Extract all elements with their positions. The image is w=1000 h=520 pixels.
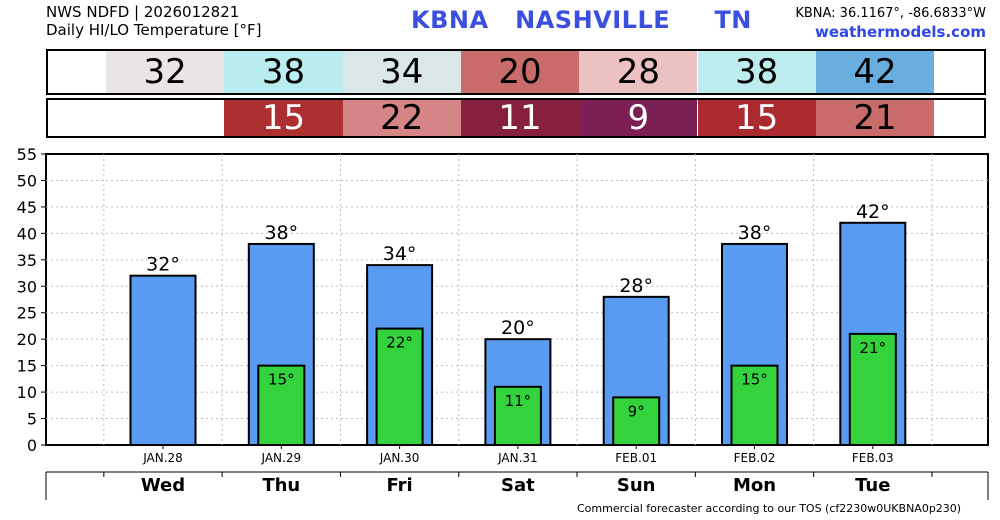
hi-value-cell: 34 — [342, 51, 461, 93]
hi-bar — [129, 274, 197, 447]
model-run-label: NWS NDFD | 2026012821 — [46, 3, 240, 21]
station-state: TN — [714, 6, 752, 34]
hi-bar-label: 32° — [146, 254, 180, 276]
x-weekday-label: Fri — [386, 475, 412, 496]
lo-temperature-strip: 15 22 11 9 15 21 — [46, 98, 986, 138]
x-date-label: JAN.28 — [142, 451, 183, 465]
lo-bar-label: 11° — [505, 392, 532, 410]
site-link[interactable]: weathermodels.com — [814, 23, 986, 41]
lo-bar — [848, 332, 897, 446]
lo-value-cell: 21 — [815, 100, 935, 136]
hi-bar-label: 34° — [383, 243, 417, 265]
x-date-label: FEB.03 — [852, 451, 894, 465]
lo-value-cell: 15 — [697, 100, 816, 136]
y-tick-label: 50 — [17, 171, 37, 190]
lo-value-cell: 22 — [342, 100, 461, 136]
hi-bar-label: 38° — [738, 222, 772, 244]
x-date-label: JAN.31 — [497, 451, 538, 465]
lo-bar — [493, 385, 542, 446]
lo-bar-label: 22° — [386, 334, 413, 352]
y-tick-label: 0 — [27, 436, 37, 455]
hi-value-cell: 28 — [579, 51, 698, 93]
lo-bar-label: 15° — [268, 371, 295, 389]
lo-bar — [375, 327, 424, 447]
lo-value-cell: 15 — [224, 100, 343, 136]
hi-value-cell: 20 — [460, 51, 580, 93]
hi-value-cell: 38 — [224, 51, 343, 93]
hi-value-cell: 42 — [815, 51, 935, 93]
hi-temperature-strip: 32 38 34 20 28 38 42 — [46, 49, 986, 95]
x-weekday-label: Tue — [855, 475, 890, 496]
y-tick-label: 30 — [17, 277, 37, 296]
hi-bar-label: 42° — [856, 201, 890, 223]
x-date-label: FEB.01 — [615, 451, 657, 465]
y-tick-label: 10 — [17, 383, 37, 402]
hi-value-cell: 32 — [106, 51, 225, 93]
station-id: KBNA — [411, 6, 489, 34]
header-right: KBNA: 36.1167°, -86.6833°W weathermodels… — [795, 4, 986, 42]
lo-bar-label: 15° — [741, 371, 768, 389]
x-weekday-label: Sun — [617, 475, 656, 496]
hi-bar-label: 28° — [619, 275, 653, 297]
y-tick-label: 25 — [17, 304, 37, 323]
header-info: NWS NDFD | 2026012821 Daily HI/LO Temper… — [46, 3, 262, 39]
y-tick-label: 5 — [27, 410, 37, 429]
x-weekday-label: Mon — [733, 475, 776, 496]
footer-note: Commercial forecaster according to our T… — [577, 502, 962, 515]
x-weekday-label: Sat — [501, 475, 535, 496]
hi-bar-label: 38° — [264, 222, 298, 244]
y-tick-label: 45 — [17, 198, 37, 217]
lo-bar — [257, 364, 306, 446]
y-tick-label: 55 — [17, 145, 37, 164]
lo-bar-label: 9° — [628, 402, 645, 420]
lo-bar-label: 21° — [860, 339, 887, 357]
x-weekday-label: Wed — [141, 475, 185, 496]
x-date-label: JAN.30 — [379, 451, 420, 465]
x-weekday-label: Thu — [262, 475, 300, 496]
y-tick-label: 40 — [17, 224, 37, 243]
lo-value-cell: 9 — [579, 100, 698, 136]
station-title: KBNA NASHVILLE TN — [411, 6, 752, 34]
hi-value-cell: 38 — [697, 51, 816, 93]
station-coords: KBNA: 36.1167°, -86.6833°W — [795, 6, 986, 21]
x-date-label: FEB.02 — [734, 451, 776, 465]
y-tick-label: 15 — [17, 357, 37, 376]
y-tick-label: 20 — [17, 330, 37, 349]
hi-bar-label: 20° — [501, 317, 535, 339]
lo-value-cell: 11 — [460, 100, 580, 136]
lo-bar — [730, 364, 779, 446]
product-label: Daily HI/LO Temperature [°F] — [46, 21, 262, 39]
station-city: NASHVILLE — [515, 6, 671, 34]
y-tick-label: 35 — [17, 251, 37, 270]
x-date-label: JAN.29 — [260, 451, 301, 465]
temperature-chart: 0 5 10 15 20 25 30 35 40 45 50 55 32° JAN.28 Wed 38° 15°… — [17, 145, 989, 500]
